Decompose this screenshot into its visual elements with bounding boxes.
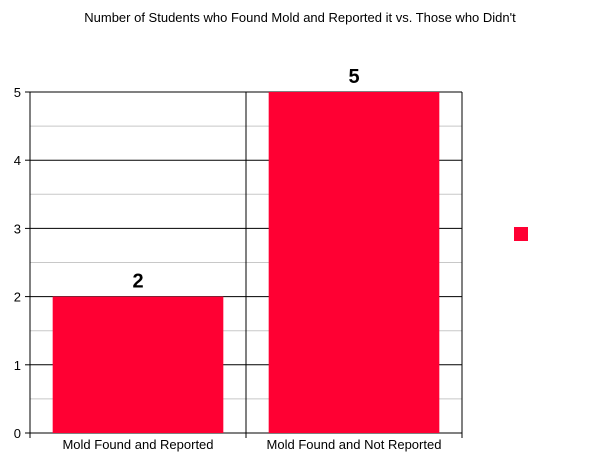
data-label: 2 bbox=[132, 271, 143, 293]
y-tick-label: 1 bbox=[14, 358, 21, 373]
legend-swatch bbox=[514, 227, 528, 241]
labels: 2 5 0 1 2 3 4 5 Mold Found and Reported Mold Foun… bbox=[14, 66, 442, 452]
x-tick-label: Mold Found and Reported bbox=[62, 437, 213, 452]
chart-title: Number of Students who Found Mold and Re… bbox=[84, 10, 516, 25]
bars bbox=[52, 92, 440, 433]
y-tick-label: 3 bbox=[14, 221, 21, 236]
y-tick-label: 4 bbox=[14, 153, 21, 168]
bar bbox=[52, 296, 224, 433]
bar bbox=[268, 92, 440, 433]
y-tick-label: 5 bbox=[14, 85, 21, 100]
x-tick-label: Mold Found and Not Reported bbox=[267, 437, 442, 452]
axes bbox=[25, 91, 463, 438]
data-label: 5 bbox=[348, 66, 359, 88]
y-tick-label: 2 bbox=[14, 290, 21, 305]
y-tick-label: 0 bbox=[14, 426, 21, 441]
